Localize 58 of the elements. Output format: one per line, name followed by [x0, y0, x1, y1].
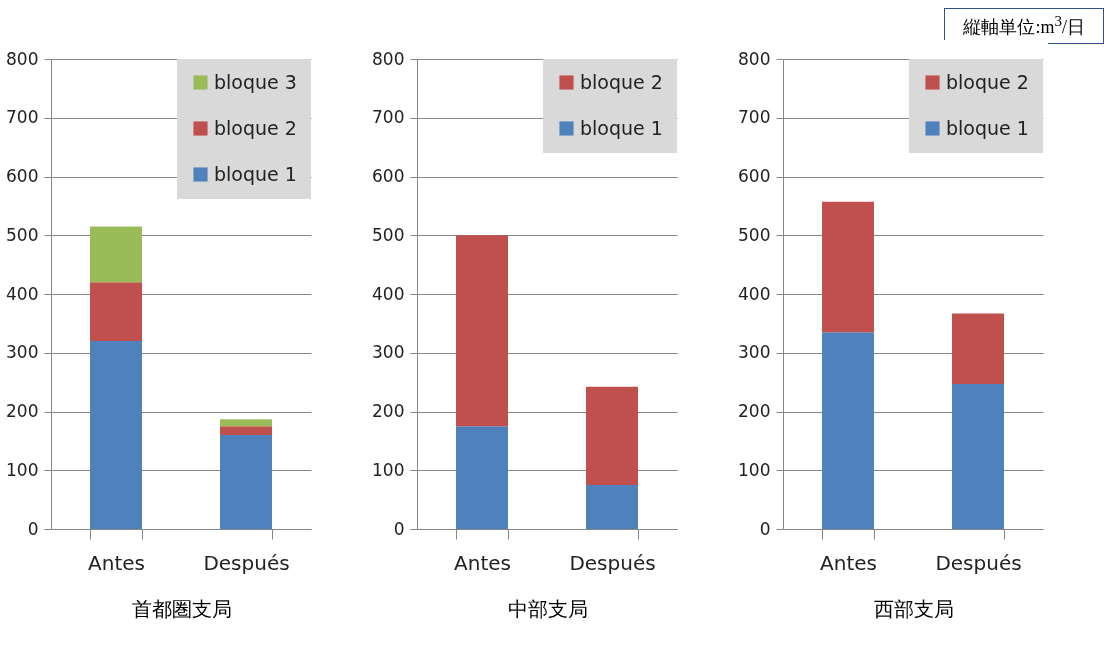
x-tick-label: Después — [935, 550, 1022, 575]
y-tick-label: 100 — [738, 459, 771, 480]
legend-label: bloque 1 — [580, 116, 663, 139]
x-axis-title: 首都圏支局 — [131, 596, 232, 621]
y-tick-label: 500 — [738, 224, 771, 245]
x-axis-title: 中部支局 — [507, 596, 588, 621]
y-tick-label: 800 — [738, 48, 771, 69]
legend-label: bloque 1 — [946, 116, 1029, 139]
y-tick-label: 400 — [6, 283, 39, 304]
bar — [456, 426, 508, 529]
y-tick-label: 200 — [738, 401, 771, 421]
y-tick-label: 700 — [372, 107, 405, 128]
y-tick-label: 300 — [372, 342, 405, 363]
y-tick-label: 600 — [6, 166, 39, 186]
y-tick-label: 800 — [6, 48, 39, 69]
y-tick-label: 500 — [372, 224, 405, 245]
y-tick-label: 600 — [738, 166, 771, 186]
y-tick-label: 100 — [6, 459, 39, 480]
bar — [952, 313, 1004, 384]
legend-label: bloque 2 — [580, 70, 663, 93]
x-axis-title: 西部支局 — [873, 596, 954, 621]
legend-label: bloque 2 — [946, 70, 1029, 93]
x-tick-label: Antes — [454, 550, 511, 575]
y-tick-label: 400 — [738, 283, 771, 304]
legend-label: bloque 1 — [214, 162, 297, 185]
legend-label: bloque 2 — [214, 116, 297, 139]
text: 縦軸単位:m$^{3}$/日 — [944, 8, 1104, 44]
bar — [456, 235, 508, 427]
y-tick-label: 600 — [372, 166, 405, 186]
x-tick-label: Después — [203, 550, 290, 575]
y-tick-label: 100 — [372, 459, 405, 480]
x-tick-label: Antes — [88, 550, 145, 575]
bar — [220, 419, 272, 427]
bar — [822, 201, 874, 333]
bar — [90, 341, 142, 529]
y-tick-label: 200 — [372, 401, 405, 421]
legend-label: bloque 3 — [214, 70, 297, 93]
bar — [952, 383, 1004, 529]
y-tick-label: 500 — [6, 224, 39, 245]
y-tick-label: 800 — [372, 48, 405, 69]
x-tick-label: Después — [569, 550, 656, 575]
bar — [586, 386, 638, 485]
y-tick-label: 300 — [6, 342, 39, 363]
y-tick-label: 0 — [759, 518, 771, 539]
y-tick-label: 300 — [738, 342, 771, 363]
bar — [90, 282, 142, 341]
y-tick-label: 0 — [393, 518, 405, 539]
y-tick-label: 200 — [6, 401, 39, 421]
y-tick-label: 0 — [27, 518, 39, 539]
bar — [220, 426, 272, 435]
y-tick-label: 400 — [372, 283, 405, 304]
y-tick-label: 700 — [6, 107, 39, 128]
bar — [90, 226, 142, 283]
x-tick-label: Antes — [820, 550, 877, 575]
bar — [586, 484, 638, 529]
bar — [220, 435, 272, 529]
bar — [822, 332, 874, 529]
y-tick-label: 700 — [738, 107, 771, 128]
